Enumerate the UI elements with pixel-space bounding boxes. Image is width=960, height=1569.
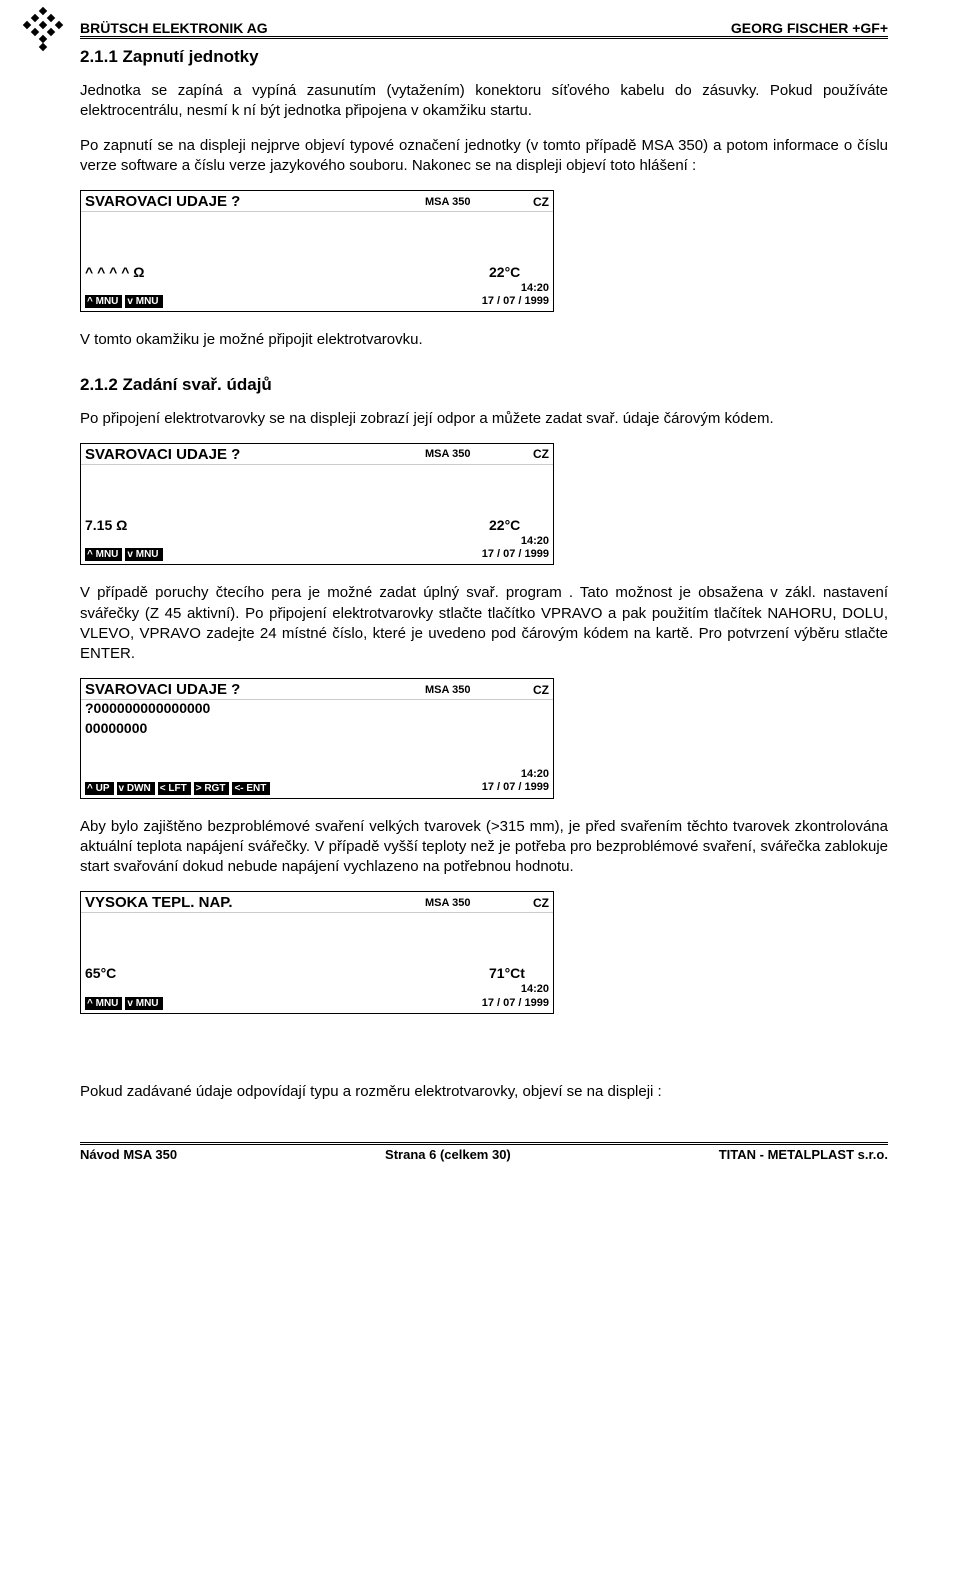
display-chips: ^ MNU v MNU bbox=[85, 548, 482, 561]
paragraph: Jednotka se zapíná a vypíná zasunutím (v… bbox=[80, 81, 888, 122]
paragraph: Aby bylo zajištěno bezproblémové svaření… bbox=[80, 817, 888, 878]
display-lang: CZ bbox=[525, 896, 549, 910]
display-model: MSA 350 bbox=[425, 448, 525, 460]
menu-chip: v MNU bbox=[125, 548, 162, 561]
page-footer: Návod MSA 350 Strana 6 (celkem 30) TITAN… bbox=[80, 1142, 888, 1162]
display-model: MSA 350 bbox=[425, 897, 525, 909]
lcd-display-4: VYSOKA TEPL. NAP. MSA 350 CZ 65°C 71°Ct … bbox=[80, 891, 554, 1013]
header-right: GEORG FISCHER +GF+ bbox=[731, 20, 888, 36]
enter-chip: <- ENT bbox=[232, 782, 270, 795]
down-chip: v DWN bbox=[117, 782, 155, 795]
display-date: 17 / 07 / 1999 bbox=[482, 997, 549, 1010]
display-chips: ^ MNU v MNU bbox=[85, 997, 482, 1010]
display-model: MSA 350 bbox=[425, 684, 525, 696]
display-mid-left: 65°C bbox=[85, 965, 489, 981]
menu-chip: ^ MNU bbox=[85, 997, 122, 1010]
display-time: 14:20 bbox=[482, 282, 549, 295]
paragraph: Po připojení elektrotvarovky se na displ… bbox=[80, 409, 888, 429]
display-time-date: 14:20 17 / 07 / 1999 bbox=[482, 768, 549, 794]
footer-left: Návod MSA 350 bbox=[80, 1147, 177, 1162]
display-title: SVAROVACI UDAJE ? bbox=[85, 446, 425, 463]
display-lang: CZ bbox=[525, 195, 549, 209]
display-date: 17 / 07 / 1999 bbox=[482, 548, 549, 561]
display-sub2: 00000000 bbox=[81, 720, 553, 740]
display-mid-left: ^ ^ ^ ^ Ω bbox=[85, 264, 489, 280]
lcd-display-1: SVAROVACI UDAJE ? MSA 350 CZ ^ ^ ^ ^ Ω 2… bbox=[80, 190, 554, 312]
display-time: 14:20 bbox=[482, 983, 549, 996]
footer-right: TITAN - METALPLAST s.r.o. bbox=[719, 1147, 888, 1162]
display-sub1: ?000000000000000 bbox=[81, 700, 553, 720]
display-lang: CZ bbox=[525, 683, 549, 697]
display-title: SVAROVACI UDAJE ? bbox=[85, 193, 425, 210]
section-title-1: 2.1.1 Zapnutí jednotky bbox=[80, 47, 888, 67]
display-model: MSA 350 bbox=[425, 196, 525, 208]
display-date: 17 / 07 / 1999 bbox=[482, 295, 549, 308]
footer-center: Strana 6 (celkem 30) bbox=[385, 1147, 511, 1162]
display-title: SVAROVACI UDAJE ? bbox=[85, 681, 425, 698]
display-time-date: 14:20 17 / 07 / 1999 bbox=[482, 983, 549, 1009]
display-chips: ^ MNU v MNU bbox=[85, 295, 482, 308]
display-mid-right: 22°C bbox=[489, 517, 549, 533]
display-time-date: 14:20 17 / 07 / 1999 bbox=[482, 535, 549, 561]
display-title: VYSOKA TEPL. NAP. bbox=[85, 894, 425, 911]
menu-chip: ^ MNU bbox=[85, 295, 122, 308]
paragraph: Po zapnutí se na displeji nejprve objeví… bbox=[80, 136, 888, 177]
section-title-2: 2.1.2 Zadání svař. údajů bbox=[80, 375, 888, 395]
display-mid-right: 71°Ct bbox=[489, 965, 549, 981]
header-left: BRÜTSCH ELEKTRONIK AG bbox=[80, 20, 268, 36]
menu-chip: v MNU bbox=[125, 295, 162, 308]
display-date: 17 / 07 / 1999 bbox=[482, 781, 549, 794]
display-mid-left: 7.15 Ω bbox=[85, 517, 489, 533]
logo-icon bbox=[18, 8, 68, 46]
paragraph: V tomto okamžiku je možné připojit elekt… bbox=[80, 330, 888, 350]
display-time-date: 14:20 17 / 07 / 1999 bbox=[482, 282, 549, 308]
display-chips: ^ UP v DWN < LFT > RGT <- ENT bbox=[85, 782, 482, 795]
lcd-display-2: SVAROVACI UDAJE ? MSA 350 CZ 7.15 Ω 22°C… bbox=[80, 443, 554, 565]
display-mid-right: 22°C bbox=[489, 264, 549, 280]
display-time: 14:20 bbox=[482, 768, 549, 781]
menu-chip: v MNU bbox=[125, 997, 162, 1010]
right-chip: > RGT bbox=[194, 782, 230, 795]
menu-chip: ^ MNU bbox=[85, 548, 122, 561]
display-lang: CZ bbox=[525, 447, 549, 461]
left-chip: < LFT bbox=[158, 782, 191, 795]
paragraph: Pokud zadávané údaje odpovídají typu a r… bbox=[80, 1082, 888, 1102]
up-chip: ^ UP bbox=[85, 782, 114, 795]
display-time: 14:20 bbox=[482, 535, 549, 548]
header: BRÜTSCH ELEKTRONIK AG GEORG FISCHER +GF+ bbox=[80, 20, 888, 39]
lcd-display-3: SVAROVACI UDAJE ? MSA 350 CZ ?0000000000… bbox=[80, 678, 554, 798]
paragraph: V případě poruchy čtecího pera je možné … bbox=[80, 583, 888, 664]
